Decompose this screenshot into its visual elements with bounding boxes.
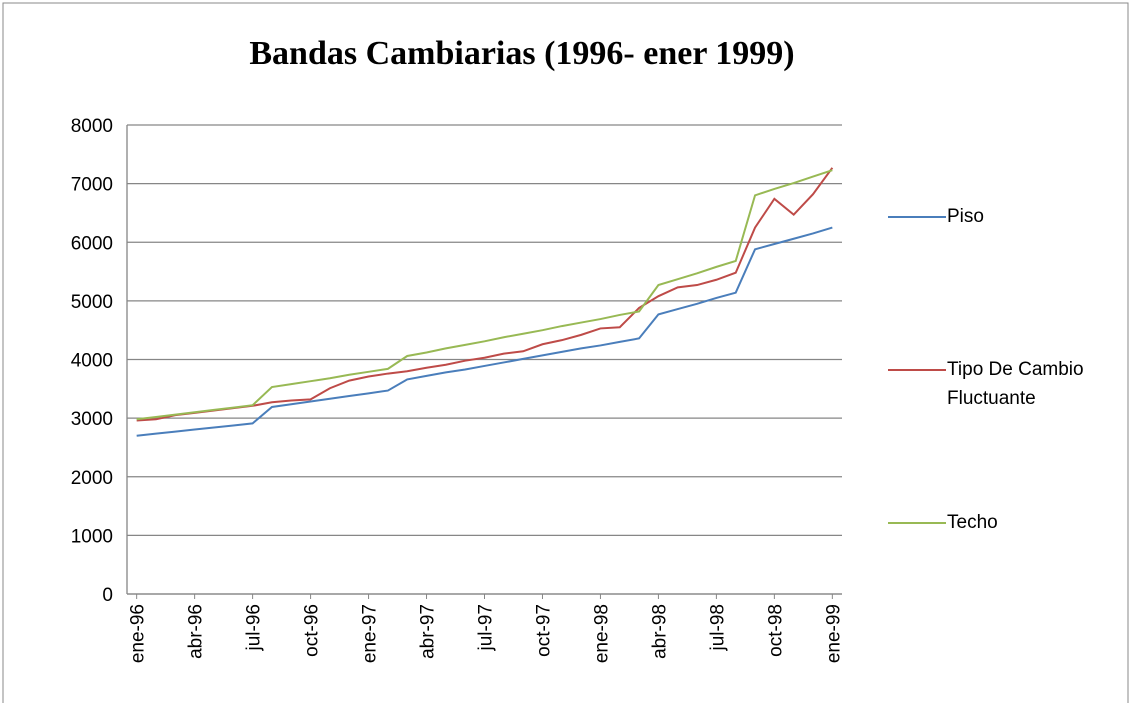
x-tick-label: oct-97 [533, 604, 554, 657]
x-tick-label: ene-99 [823, 604, 844, 663]
x-tick-label: ene-97 [360, 604, 381, 663]
y-tick-label: 2000 [71, 468, 113, 489]
x-tick-label: ene-98 [591, 604, 612, 663]
series-line [136, 169, 833, 421]
y-tick-label: 3000 [71, 409, 113, 430]
x-tick-label: abr-98 [649, 604, 670, 659]
x-tick-label: abr-97 [418, 604, 439, 659]
y-tick-label: 8000 [71, 116, 113, 137]
y-tick-label: 0 [102, 585, 113, 606]
x-tick-label: ene-96 [128, 604, 149, 663]
y-tick-label: 5000 [71, 292, 113, 313]
x-tick-label: jul-97 [476, 604, 497, 651]
series-line [136, 226, 833, 437]
y-tick-label: 1000 [71, 526, 113, 547]
y-tick-label: 6000 [71, 233, 113, 254]
y-tick-label: 4000 [71, 351, 113, 372]
x-tick-label: abr-96 [186, 604, 207, 659]
y-tick-label: 7000 [71, 175, 113, 196]
x-tick-label: jul-98 [707, 604, 728, 651]
chart-title: Bandas Cambiarias (1996- ener 1999) [249, 35, 794, 72]
legend-label: Piso [947, 206, 984, 227]
x-tick-label: oct-96 [302, 604, 323, 657]
legend-label: Techo [947, 512, 998, 533]
x-tick-label: jul-96 [244, 604, 265, 651]
x-tick-label: oct-98 [765, 604, 786, 657]
legend-label: Tipo De Cambio Fluctuante [947, 359, 1084, 409]
